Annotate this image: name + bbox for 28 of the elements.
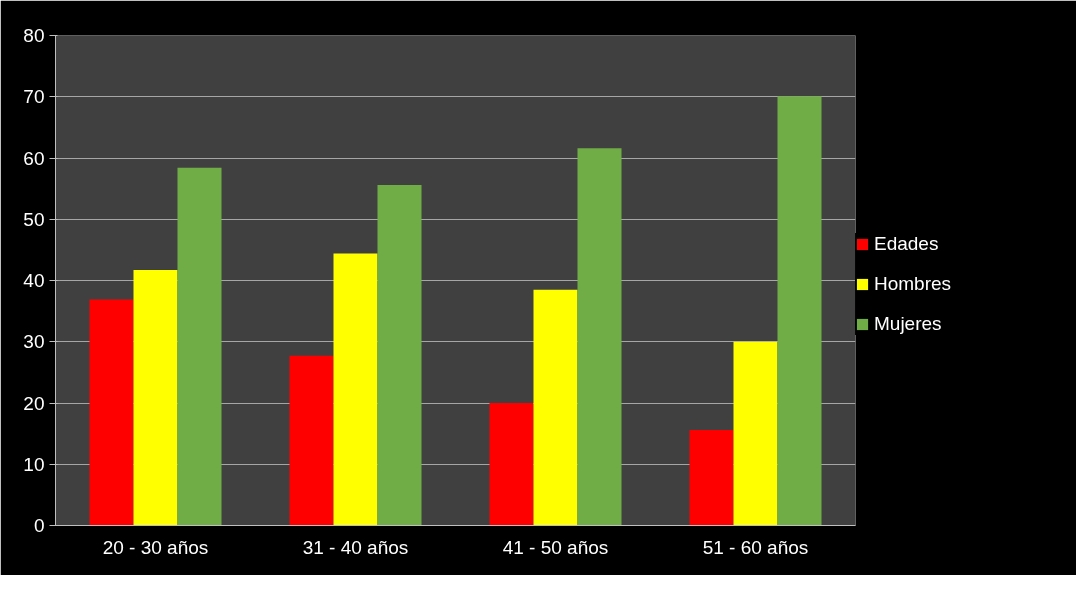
y-tick-label: 50 bbox=[23, 208, 45, 230]
y-tick-label: 40 bbox=[23, 270, 45, 291]
y-tick-label: 70 bbox=[23, 86, 45, 108]
bar bbox=[289, 355, 334, 526]
y-tick-label: 30 bbox=[23, 331, 45, 353]
y-tick-label: 10 bbox=[23, 453, 45, 475]
y-tick-label: 20 bbox=[23, 392, 45, 414]
y-tick-label: 0 bbox=[33, 515, 45, 536]
x-tick-label: 51 - 60 años bbox=[702, 536, 809, 558]
x-tick-label: 31 - 40 años bbox=[302, 536, 409, 558]
bar bbox=[489, 403, 534, 526]
bar bbox=[733, 341, 778, 526]
bar bbox=[577, 148, 622, 526]
x-tick-label: 41 - 50 años bbox=[502, 536, 609, 558]
y-tick-label: 80 bbox=[23, 25, 45, 46]
bar bbox=[533, 289, 578, 526]
bar bbox=[689, 429, 734, 526]
bar bbox=[333, 253, 378, 526]
legend-label: Mujeres bbox=[874, 313, 942, 335]
bar bbox=[177, 167, 222, 526]
y-tick-label: 60 bbox=[23, 147, 45, 169]
x-tick-label: 20 - 30 años bbox=[102, 536, 209, 558]
bar bbox=[777, 96, 822, 526]
bar bbox=[377, 184, 422, 526]
legend-label: Hombres bbox=[874, 273, 952, 295]
legend-label: Edades bbox=[874, 233, 939, 255]
bar bbox=[89, 299, 134, 526]
bar bbox=[133, 270, 178, 526]
